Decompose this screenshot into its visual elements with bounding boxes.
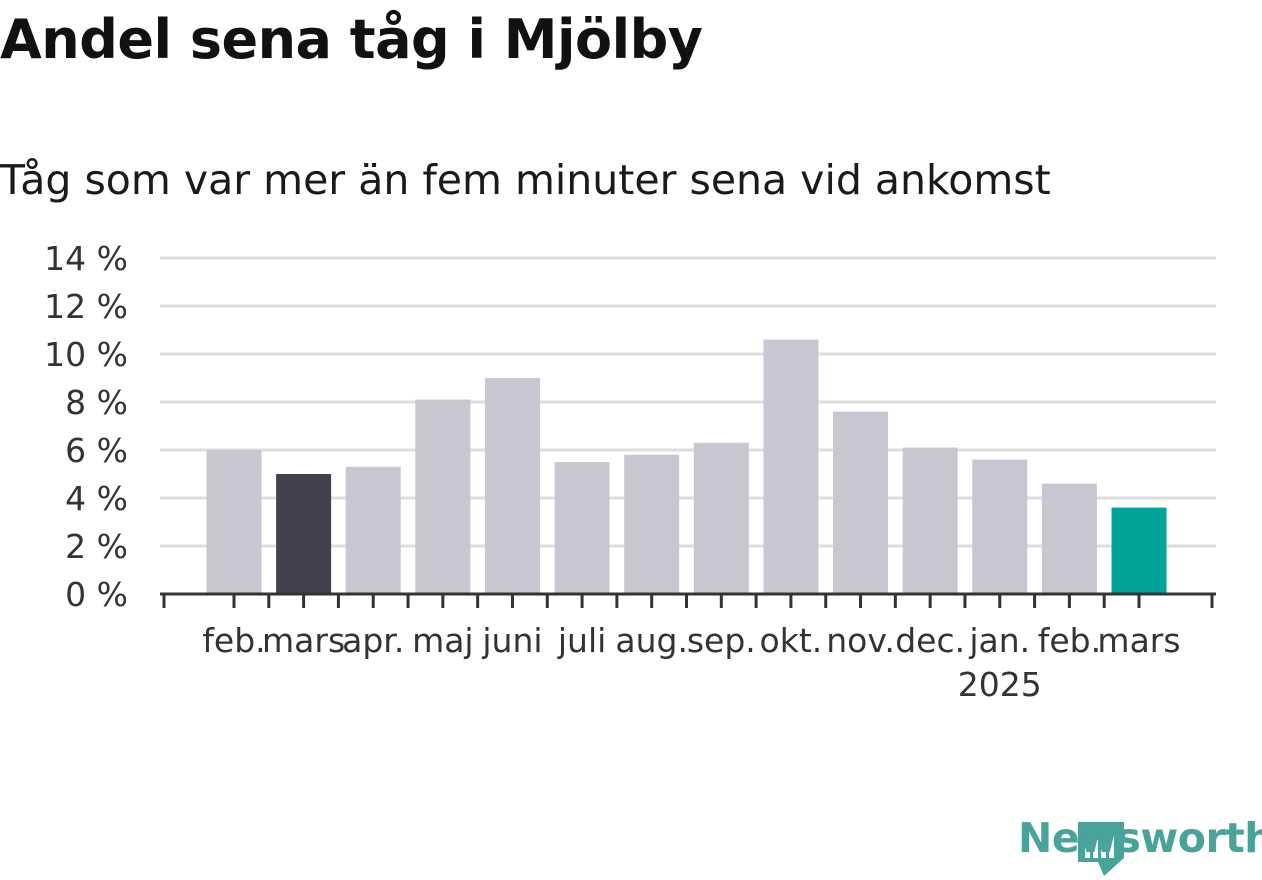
x-year-label: 2025 xyxy=(958,665,1042,704)
bar xyxy=(1111,507,1167,594)
x-tick-label: juni xyxy=(481,621,542,660)
bar xyxy=(833,411,889,594)
y-tick-label: 12 % xyxy=(44,287,128,326)
x-tick-label: mars xyxy=(1097,621,1180,660)
grid-lines xyxy=(160,256,1216,548)
x-tick-label: jan. xyxy=(968,621,1030,660)
bar xyxy=(902,447,958,594)
x-tick-label: juli xyxy=(557,621,606,660)
y-tick-label: 6 % xyxy=(65,431,128,470)
y-tick-label: 10 % xyxy=(44,335,128,374)
bar xyxy=(554,462,610,594)
y-axis-tick-labels: 0 % 2 % 4 % 6 % 8 % 10 % 12 % 14 % xyxy=(44,239,128,614)
x-tick-label: dec. xyxy=(895,621,965,660)
bar xyxy=(624,454,680,594)
x-tick-label: apr. xyxy=(342,621,404,660)
y-tick-label: 8 % xyxy=(65,383,128,422)
y-tick-label: 14 % xyxy=(44,239,128,278)
chart-title: Andel sena tåg i Mjölby xyxy=(0,8,703,71)
bar xyxy=(206,450,262,594)
y-tick-label: 0 % xyxy=(65,575,128,614)
bar xyxy=(763,339,819,594)
x-tick-label: mars xyxy=(262,621,345,660)
bar xyxy=(972,459,1028,594)
x-tick-label: sep. xyxy=(687,621,756,660)
y-tick-label: 2 % xyxy=(65,527,128,566)
bar xyxy=(345,466,401,594)
bar xyxy=(415,399,471,594)
x-tick-label: feb. xyxy=(1038,621,1101,660)
bar xyxy=(484,378,540,594)
newsworthy-logo-icon xyxy=(1078,822,1124,876)
x-tick-label: okt. xyxy=(760,621,823,660)
x-tick-label: maj xyxy=(412,621,474,660)
x-tick-label: feb. xyxy=(202,621,265,660)
y-tick-label: 4 % xyxy=(65,479,128,518)
brand-name: Newsworthy xyxy=(1018,814,1262,862)
bars xyxy=(206,339,1167,594)
bar xyxy=(276,474,332,594)
x-tick-label: nov. xyxy=(826,621,895,660)
x-axis xyxy=(160,592,1216,608)
x-tick-label: aug. xyxy=(615,621,688,660)
bar xyxy=(693,442,749,594)
bar-chart: 0 %2 %4 %6 %8 %10 %12 %14 % feb.marsapr.… xyxy=(44,239,1216,704)
chart-subtitle: Tåg som var mer än fem minuter sena vid … xyxy=(0,156,1051,204)
bar xyxy=(1041,483,1097,594)
